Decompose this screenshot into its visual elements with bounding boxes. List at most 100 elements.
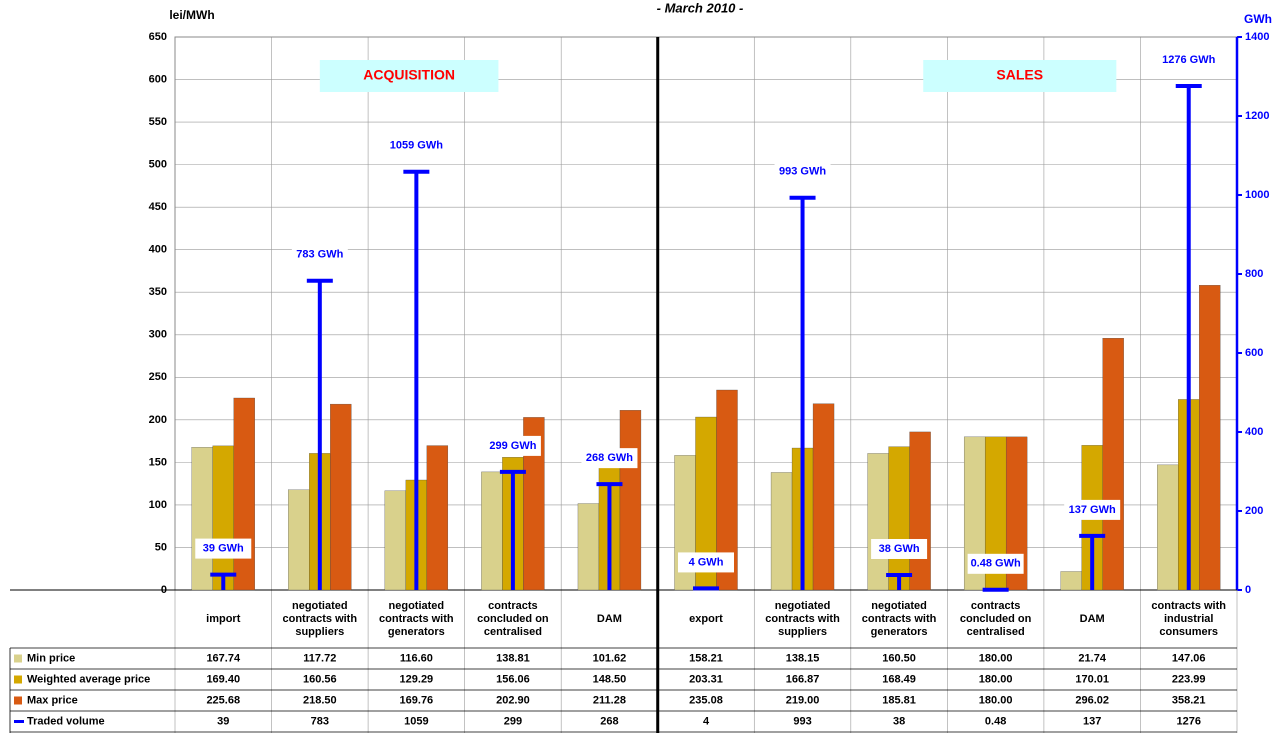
table-cell: 160.56 — [303, 673, 337, 685]
value-label: 0.48 GWh — [971, 558, 1021, 570]
value-label: 993 GWh — [779, 166, 826, 178]
value-label: 299 GWh — [489, 440, 536, 452]
value-label: 137 GWh — [1069, 504, 1116, 516]
x-tick-label: contracts concluded on centralised — [959, 600, 1032, 638]
x-tick-label: negotiated contracts with suppliers — [765, 600, 840, 638]
y-axis-label: lei/MWh — [169, 8, 214, 22]
bar — [888, 446, 910, 591]
value-label: 783 GWh — [296, 249, 343, 261]
bar — [191, 447, 213, 591]
table-cell: 38 — [893, 715, 905, 727]
legend-swatch — [14, 675, 22, 684]
bar — [1060, 571, 1082, 591]
value-label: 39 GWh — [203, 543, 244, 555]
legend-swatch — [14, 654, 22, 663]
value-label-box — [774, 161, 831, 182]
value-label-box — [291, 244, 348, 265]
bar — [1102, 338, 1124, 591]
table-cell: 21.74 — [1078, 652, 1106, 664]
value-label-box — [581, 448, 638, 469]
table-cell: 169.40 — [206, 673, 240, 685]
y-tick-label: 100 — [149, 499, 167, 511]
value-label-box — [388, 135, 445, 156]
table-cell: 993 — [793, 715, 811, 727]
legend-label: Min price — [27, 652, 75, 664]
y2-tick-label: 800 — [1245, 268, 1263, 280]
y-tick-label: 650 — [149, 31, 167, 43]
table-cell: 218.50 — [303, 694, 337, 706]
table-cell: 170.01 — [1075, 673, 1109, 685]
y2-axis-label: GWh — [1244, 12, 1272, 26]
y2-tick-label: 600 — [1245, 347, 1263, 359]
table-cell: 138.81 — [496, 652, 530, 664]
bar — [577, 503, 600, 591]
y2-tick-label: 1200 — [1245, 110, 1269, 122]
value-label: 1276 GWh — [1162, 54, 1215, 66]
table-cell: 147.06 — [1172, 652, 1206, 664]
y-tick-label: 550 — [149, 116, 167, 128]
table-cell: 117.72 — [303, 652, 336, 664]
bar — [233, 397, 255, 591]
table-cell: 137 — [1083, 715, 1101, 727]
table-cell: 101.62 — [593, 652, 627, 664]
legend-label: Max price — [27, 694, 78, 706]
chart-title: - March 2010 - — [657, 0, 744, 15]
y2-tick-label: 200 — [1245, 505, 1263, 517]
bar — [384, 490, 407, 591]
table-cell: 223.99 — [1172, 673, 1206, 685]
value-label: 4 GWh — [689, 556, 724, 568]
table-cell: 4 — [703, 715, 710, 727]
x-tick-label: DAM — [596, 613, 622, 625]
y2-tick-label: 0 — [1245, 584, 1251, 596]
value-label: 268 GWh — [586, 452, 633, 464]
legend-swatch — [14, 696, 22, 705]
table-cell: 116.60 — [400, 652, 433, 664]
x-tick-label: export — [689, 613, 723, 625]
bar — [523, 417, 545, 591]
table-cell: 225.68 — [206, 694, 240, 706]
table-cell: 158.21 — [689, 652, 723, 664]
annotation-box — [319, 60, 499, 92]
table-cell: 180.00 — [979, 694, 1013, 706]
y2-tick-label: 1400 — [1245, 31, 1269, 43]
y2-tick-label: 1000 — [1245, 189, 1269, 201]
table-cell: 235.08 — [689, 694, 723, 706]
value-label: 38 GWh — [879, 543, 920, 555]
table-cell: 129.29 — [400, 673, 434, 685]
annotation: ACQUISITION — [363, 67, 455, 83]
bar — [812, 403, 835, 591]
bar — [1199, 285, 1221, 591]
y-tick-label: 600 — [149, 73, 167, 85]
bar — [716, 389, 738, 591]
y-tick-label: 450 — [149, 201, 167, 213]
y-tick-label: 300 — [149, 329, 167, 341]
table-cell: 296.02 — [1075, 694, 1109, 706]
legend-label: Traded volume — [27, 715, 105, 727]
x-tick-label: negotiated contracts with generators — [861, 600, 937, 638]
y-tick-label: 200 — [149, 414, 167, 426]
bar — [619, 410, 642, 591]
value-label-box — [484, 435, 541, 456]
x-tick-label: import — [206, 613, 241, 625]
bar — [1157, 464, 1179, 591]
table-cell: 211.28 — [593, 694, 626, 706]
x-tick-label: contracts concluded on centralised — [477, 600, 549, 638]
bar — [330, 403, 352, 591]
table-cell: 148.50 — [593, 673, 627, 685]
table-cell: 180.00 — [979, 652, 1013, 664]
y-tick-label: 350 — [149, 286, 167, 298]
table-cell: 268 — [600, 715, 618, 727]
annotation: SALES — [996, 67, 1043, 83]
value-label-box — [195, 538, 252, 559]
value-label-box — [678, 552, 734, 573]
y-tick-label: 150 — [149, 456, 167, 468]
y-tick-label: 500 — [149, 159, 167, 171]
table-cell: 168.49 — [882, 673, 916, 685]
table-cell: 0.48 — [985, 715, 1006, 727]
bar — [288, 489, 310, 591]
bar — [867, 453, 889, 591]
table-cell: 203.31 — [689, 673, 723, 685]
value-label: 1059 GWh — [390, 140, 443, 152]
y-tick-label: 250 — [149, 371, 167, 383]
